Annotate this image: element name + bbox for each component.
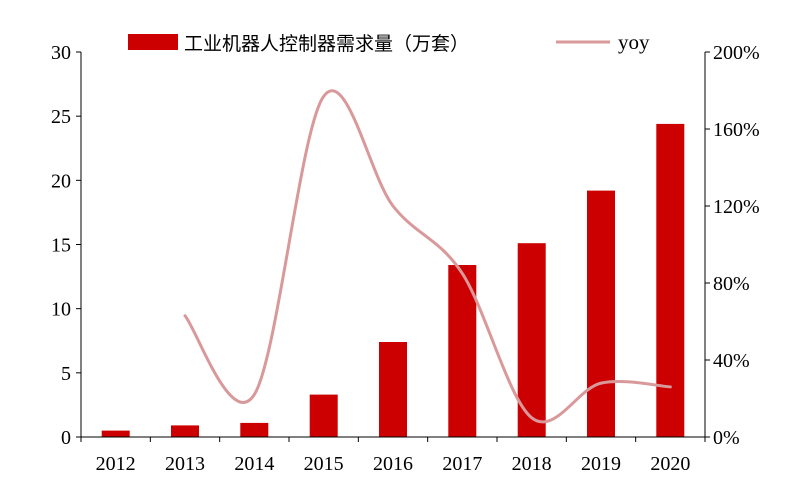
x-tick-label-2020: 2020 [650,453,690,475]
bars-layer [101,123,685,438]
y-left-tick-label: 25 [51,106,71,128]
x-tick-label-2013: 2013 [165,453,205,475]
x-tick-label-2016: 2016 [373,453,413,475]
y-right-tick-label: 160% [713,119,760,141]
bar-2016 [379,342,407,437]
legend-bar-swatch [128,34,178,50]
y-right-tick-label: 0% [713,427,740,449]
y-left-tick-label: 30 [51,42,71,64]
legend-line-label: yoy [618,30,650,54]
bar-2015 [309,394,338,437]
line-layer [183,89,672,424]
legend: 工业机器人控制器需求量（万套） yoy [128,30,650,55]
x-tick-label-2015: 2015 [304,453,344,475]
y-left-tick-label: 20 [51,170,71,192]
yoy-line [183,89,672,424]
legend-bar-label: 工业机器人控制器需求量（万套） [184,33,469,55]
x-tick-label-2017: 2017 [442,453,482,475]
y-left-tick-label: 5 [61,363,71,385]
y-right-tick-label: 200% [713,42,760,64]
x-tick-label-2012: 2012 [96,453,136,475]
bar-2013 [171,425,199,437]
y-right-tick-label: 40% [713,350,750,372]
bar-2019 [587,190,615,437]
y-left-tick-label: 15 [51,235,71,257]
bar-2012 [101,430,130,437]
y-left-tick-label: 10 [51,299,71,321]
y-left-tick-label: 0 [61,427,71,449]
y-right-tick-label: 80% [713,273,750,295]
bar-2020 [656,123,685,438]
x-tick-label-2018: 2018 [512,453,552,475]
x-tick-label-2019: 2019 [581,453,621,475]
y-right-tick-label: 120% [713,196,760,218]
x-tick-label-2014: 2014 [234,453,274,475]
bar-2014 [240,422,269,437]
axes-layer: 0 5 10 15 20 25 30 0% 40% 80% 120% 160% 200% 2012 2013… [51,42,760,475]
